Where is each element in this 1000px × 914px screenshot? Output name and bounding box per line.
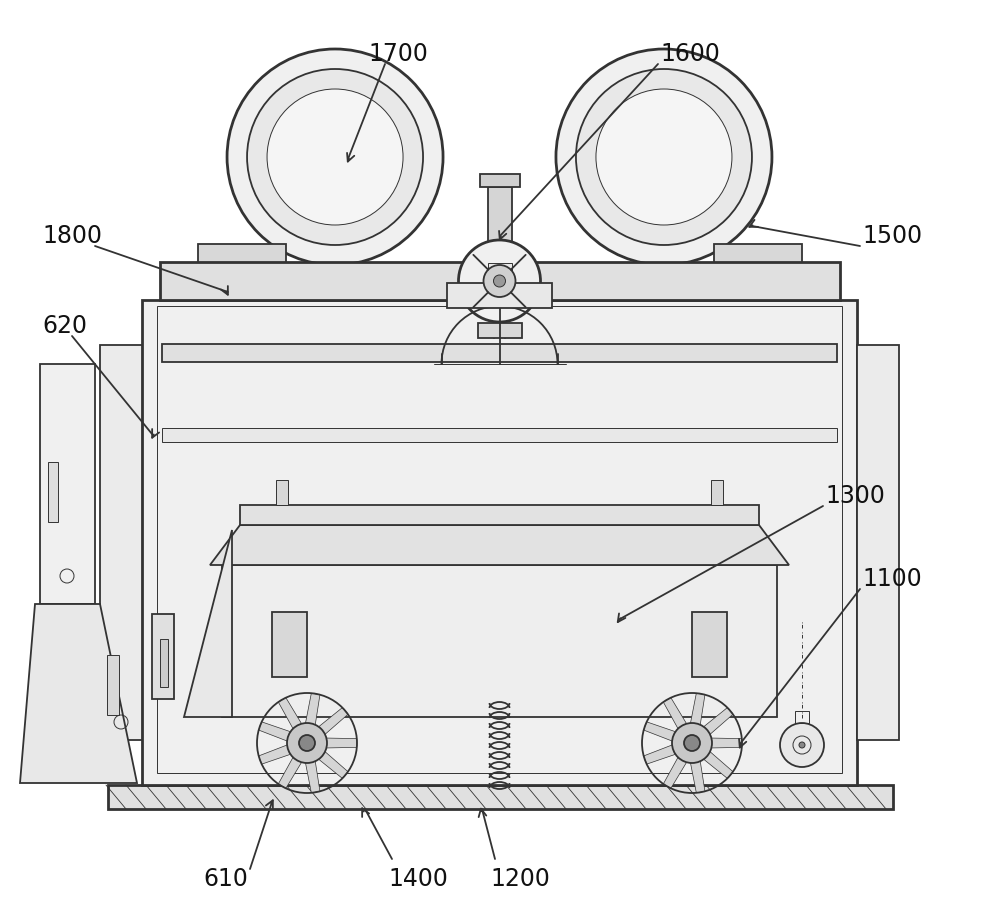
Circle shape — [672, 723, 712, 763]
Bar — [157, 306, 842, 773]
Circle shape — [799, 742, 805, 748]
Circle shape — [227, 49, 443, 265]
Polygon shape — [259, 745, 290, 764]
Polygon shape — [326, 738, 357, 748]
Text: 1200: 1200 — [490, 867, 550, 891]
Bar — [198, 244, 286, 262]
Bar — [272, 612, 307, 677]
Bar — [478, 323, 522, 338]
Polygon shape — [305, 693, 320, 725]
Circle shape — [287, 723, 327, 763]
Bar — [107, 655, 119, 715]
Bar — [100, 345, 142, 740]
Polygon shape — [210, 525, 789, 565]
Bar — [108, 785, 893, 809]
Text: 1800: 1800 — [42, 224, 102, 248]
Polygon shape — [184, 530, 232, 717]
Text: 620: 620 — [42, 314, 87, 338]
Polygon shape — [690, 693, 705, 725]
Bar — [447, 283, 552, 308]
Bar — [711, 480, 723, 505]
Circle shape — [494, 275, 506, 287]
Text: 1600: 1600 — [660, 42, 720, 66]
Bar — [692, 612, 727, 677]
Bar — [488, 263, 512, 283]
Bar — [714, 244, 802, 262]
Bar — [222, 565, 777, 717]
Circle shape — [556, 49, 772, 265]
Bar — [240, 505, 759, 525]
Circle shape — [458, 240, 540, 322]
Bar — [795, 711, 809, 723]
Circle shape — [684, 735, 700, 751]
Bar — [160, 639, 168, 687]
Polygon shape — [319, 751, 348, 779]
Bar — [162, 344, 837, 362]
Polygon shape — [644, 745, 675, 764]
Text: 1500: 1500 — [862, 224, 922, 248]
Bar — [152, 614, 174, 699]
Circle shape — [780, 723, 824, 767]
Bar — [162, 428, 837, 442]
Text: 1700: 1700 — [368, 42, 428, 66]
Circle shape — [596, 89, 732, 225]
Bar — [857, 345, 899, 740]
Polygon shape — [711, 738, 742, 748]
Bar — [40, 364, 95, 604]
Bar — [142, 300, 857, 785]
Polygon shape — [278, 758, 302, 788]
Polygon shape — [305, 761, 320, 792]
Text: 1400: 1400 — [388, 867, 448, 891]
Polygon shape — [690, 761, 705, 792]
Polygon shape — [704, 707, 733, 734]
Polygon shape — [20, 604, 137, 783]
Text: 1100: 1100 — [862, 567, 922, 591]
Circle shape — [267, 89, 403, 225]
Circle shape — [576, 69, 752, 245]
Bar — [276, 480, 288, 505]
Polygon shape — [319, 707, 348, 734]
Polygon shape — [644, 722, 675, 741]
Circle shape — [247, 69, 423, 245]
Text: 1300: 1300 — [825, 484, 885, 508]
Circle shape — [484, 265, 516, 297]
Polygon shape — [663, 758, 687, 788]
Bar — [160, 262, 840, 300]
Text: 610: 610 — [203, 867, 248, 891]
Polygon shape — [704, 751, 733, 779]
Bar — [48, 462, 58, 522]
Polygon shape — [259, 722, 290, 741]
Bar — [488, 187, 512, 244]
Circle shape — [299, 735, 315, 751]
Polygon shape — [278, 697, 302, 728]
Polygon shape — [663, 697, 687, 728]
Bar — [480, 174, 520, 187]
